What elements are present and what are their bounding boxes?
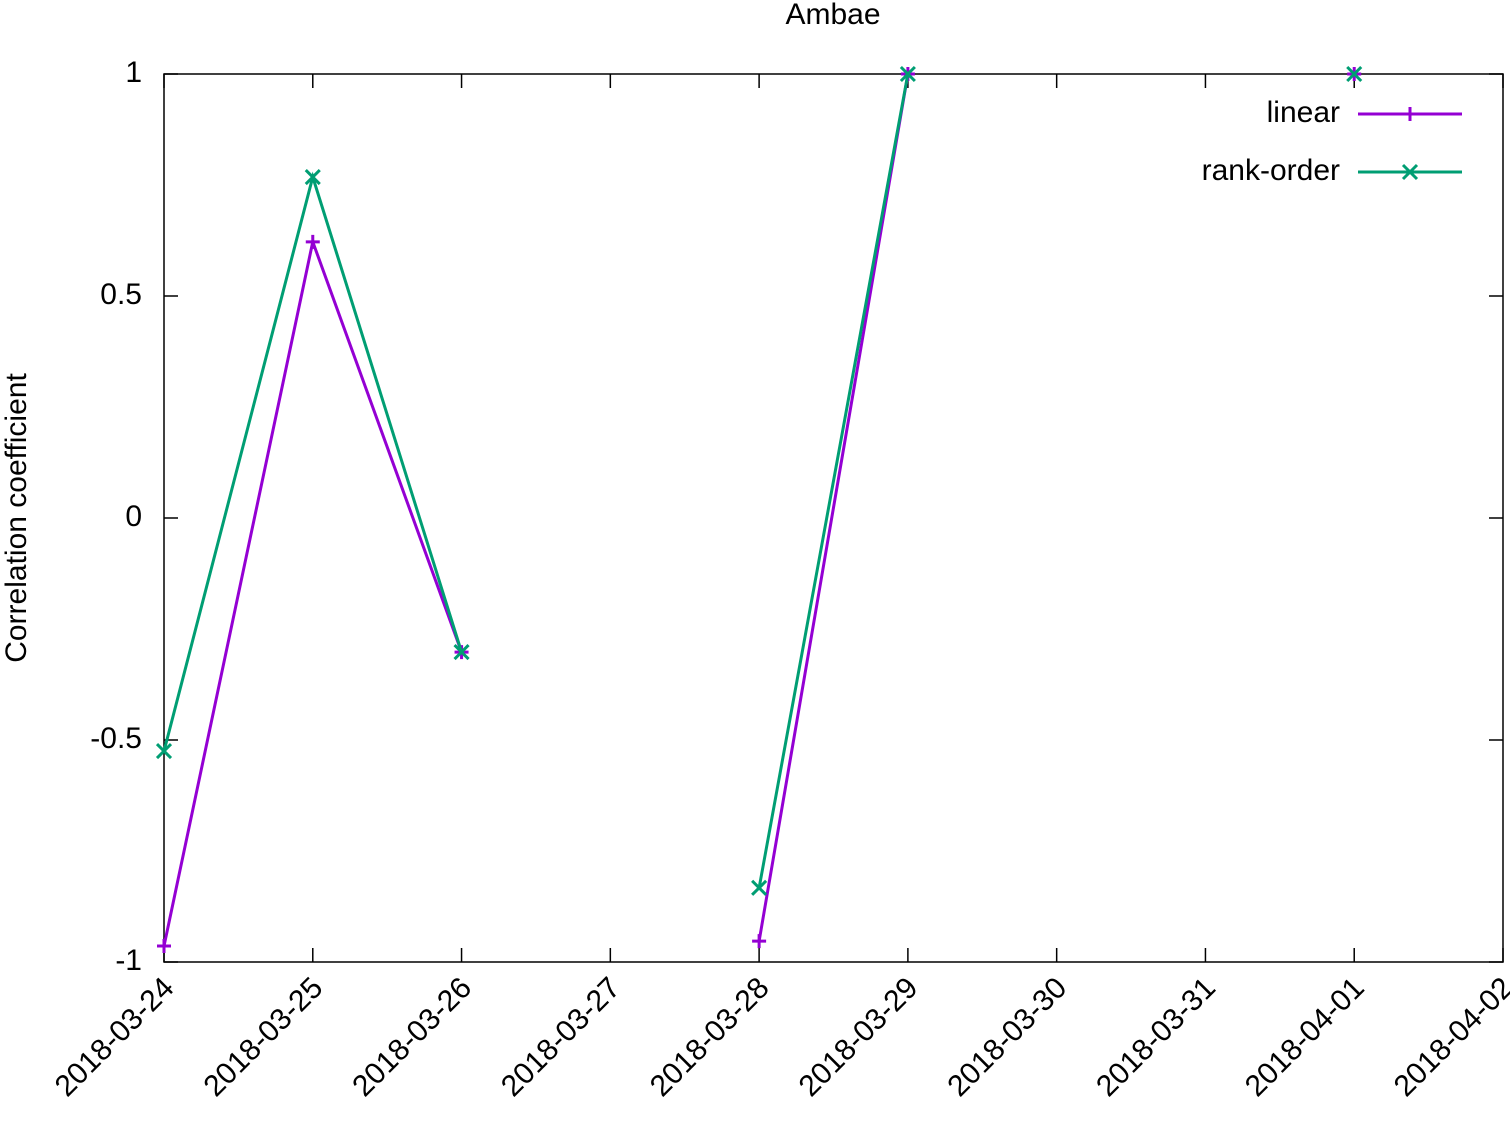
legend-marker <box>1403 107 1417 121</box>
chart-title: Ambae <box>785 0 880 31</box>
x-tick-label: 2018-03-29 <box>793 971 925 1103</box>
x-tick-label: 2018-03-25 <box>197 971 329 1103</box>
point <box>453 644 470 661</box>
point <box>751 879 768 896</box>
y-tick-label: 1 <box>125 56 142 89</box>
x-tick-label: 2018-04-01 <box>1239 971 1371 1103</box>
legend-label: linear <box>1267 96 1340 129</box>
x-tick-label: 2018-04-02 <box>1388 971 1510 1103</box>
point <box>752 934 767 949</box>
y-tick-label: 0 <box>125 500 142 533</box>
y-tick-label: -1 <box>115 944 142 977</box>
x-tick-label: 2018-03-24 <box>49 971 181 1103</box>
series-line <box>164 74 1354 946</box>
point <box>305 234 320 249</box>
point <box>304 168 321 186</box>
legend-label: rank-order <box>1202 154 1340 187</box>
point <box>899 65 916 83</box>
x-tick-label: 2018-03-28 <box>644 971 776 1103</box>
y-tick-label: 0.5 <box>100 278 142 311</box>
series-line <box>164 74 1354 888</box>
x-tick-label: 2018-03-26 <box>346 971 478 1103</box>
y-tick-label: -0.5 <box>90 722 142 755</box>
plot-frame <box>163 73 1504 963</box>
legend-marker <box>1401 163 1419 181</box>
point <box>157 939 171 954</box>
x-tick-label: 2018-03-27 <box>495 971 627 1103</box>
x-tick-label: 2018-03-30 <box>941 971 1073 1103</box>
point <box>1346 65 1363 83</box>
y-axis-label: Correlation coefficient <box>0 373 33 663</box>
point <box>155 743 173 760</box>
x-tick-label: 2018-03-31 <box>1090 971 1222 1103</box>
